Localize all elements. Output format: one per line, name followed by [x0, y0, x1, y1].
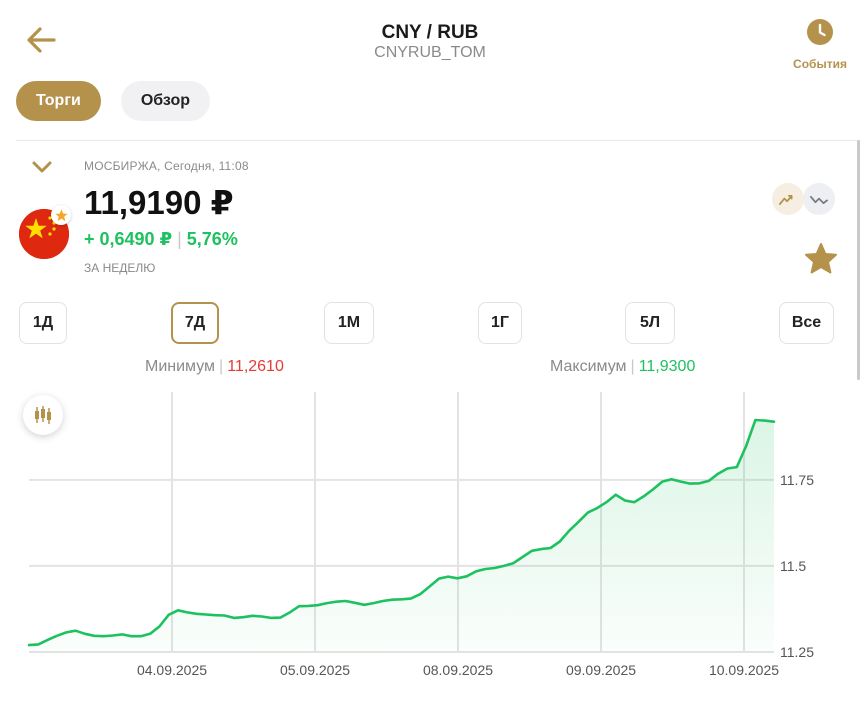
change-absolute: + 0,6490 ₽: [84, 229, 173, 249]
current-price: 11,9190 ₽: [84, 184, 234, 221]
tab-bar: Торги Обзор: [16, 81, 211, 121]
y-tick-label: 11.75: [780, 472, 814, 488]
y-tick-label: 11.25: [780, 644, 814, 660]
divider: [16, 140, 860, 141]
x-tick-label: 08.09.2025: [423, 662, 493, 678]
range-1y-button[interactable]: 1Г: [478, 302, 522, 344]
tab-trading[interactable]: Торги: [16, 81, 101, 121]
change-percent: 5,76%: [186, 229, 238, 249]
stat-minimum: Минимум | 11,2610: [145, 358, 284, 376]
tab-overview[interactable]: Обзор: [120, 81, 211, 121]
arrow-left-icon[interactable]: [24, 25, 58, 55]
ticker-code: CNYRUB_TOM: [374, 44, 486, 61]
range-7d-button[interactable]: 7Д: [171, 302, 219, 344]
chevron-down-icon[interactable]: [30, 158, 54, 176]
max-value: 11,9300: [638, 358, 696, 375]
chart-area-fill: [29, 420, 774, 652]
x-tick-label: 09.09.2025: [566, 662, 636, 678]
events-label: События: [793, 57, 847, 71]
scrollbar[interactable]: [857, 140, 860, 380]
header: CNY / RUB CNYRUB_TOM События: [0, 0, 860, 75]
candle-chart-toggle[interactable]: [803, 183, 835, 215]
range-1m-button[interactable]: 1М: [324, 302, 374, 344]
min-value: 11,2610: [227, 358, 284, 375]
events-button[interactable]: События: [792, 18, 848, 71]
candlestick-icon: [810, 195, 828, 204]
line-chart-icon: [779, 194, 793, 205]
price-change: + 0,6490 ₽ | 5,76%: [84, 229, 238, 250]
min-label: Минимум: [145, 358, 216, 375]
period-label: ЗА НЕДЕЛЮ: [84, 261, 156, 275]
range-5y-button[interactable]: 5Л: [625, 302, 675, 344]
exchange-timestamp: МОСБИРЖА, Сегодня, 11:08: [84, 159, 249, 173]
star-icon[interactable]: [804, 242, 838, 276]
page-title: CNY / RUB: [381, 22, 479, 43]
clock-icon: [807, 19, 833, 45]
range-1d-button[interactable]: 1Д: [19, 302, 67, 344]
y-tick-label: 11.5: [780, 558, 806, 574]
x-tick-label: 05.09.2025: [280, 662, 350, 678]
line-chart-toggle[interactable]: [772, 183, 804, 215]
price-chart[interactable]: 11.75 11.5 11.25 04.09.2025 05.09.2025 08.09.…: [0, 386, 860, 686]
max-label: Максимум: [550, 358, 627, 375]
x-tick-label: 04.09.2025: [137, 662, 207, 678]
chart-series-line: [27, 418, 776, 647]
range-all-button[interactable]: Все: [779, 302, 834, 344]
candlestick-mode-button[interactable]: [23, 395, 63, 435]
star-badge-icon: [51, 205, 71, 225]
change-separator: |: [177, 229, 182, 249]
min-separator: |: [219, 358, 224, 375]
x-tick-label: 10.09.2025: [709, 662, 779, 678]
max-separator: |: [630, 358, 635, 375]
candlestick-icon: [35, 406, 51, 424]
stat-maximum: Максимум | 11,9300: [550, 358, 695, 376]
